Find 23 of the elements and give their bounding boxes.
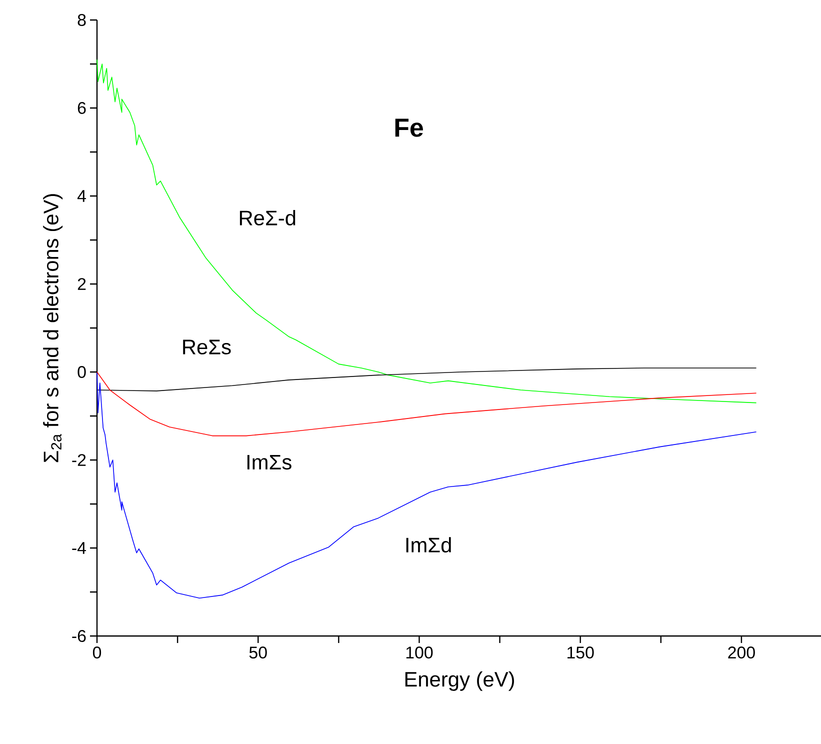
x-tick-label: 100 — [406, 646, 433, 659]
x-tick-label: 200 — [728, 646, 755, 659]
y-tick-label: 6 — [78, 102, 86, 114]
x-axis-title: Energy (eV) — [405, 671, 514, 691]
y-tick-label: -6 — [72, 630, 86, 642]
line-series — [96, 372, 757, 599]
x-tick-label: 150 — [568, 646, 594, 659]
y-tick-label: 4 — [77, 190, 86, 202]
annotation: ImΣs — [247, 454, 292, 470]
annotation: ReΣ-d — [240, 210, 296, 226]
y-tick-label: 8 — [78, 14, 86, 26]
x-tick-label: 50 — [249, 646, 267, 659]
y-tick-label: 0 — [78, 366, 86, 378]
line-series — [96, 372, 757, 436]
y-tick-label: -4 — [72, 542, 86, 554]
y-tick-label: 2 — [78, 278, 86, 290]
annotation: ReΣs — [183, 340, 231, 354]
line-series — [96, 59, 757, 404]
x-tick-label: 0 — [92, 646, 102, 659]
text: Fe — [395, 118, 423, 137]
y-axis-title: Σ$_{2a}$ for s and d electrons (eV) — [43, 194, 63, 462]
y-tick-label: -2 — [72, 454, 86, 466]
annotation: ImΣd — [406, 537, 451, 553]
